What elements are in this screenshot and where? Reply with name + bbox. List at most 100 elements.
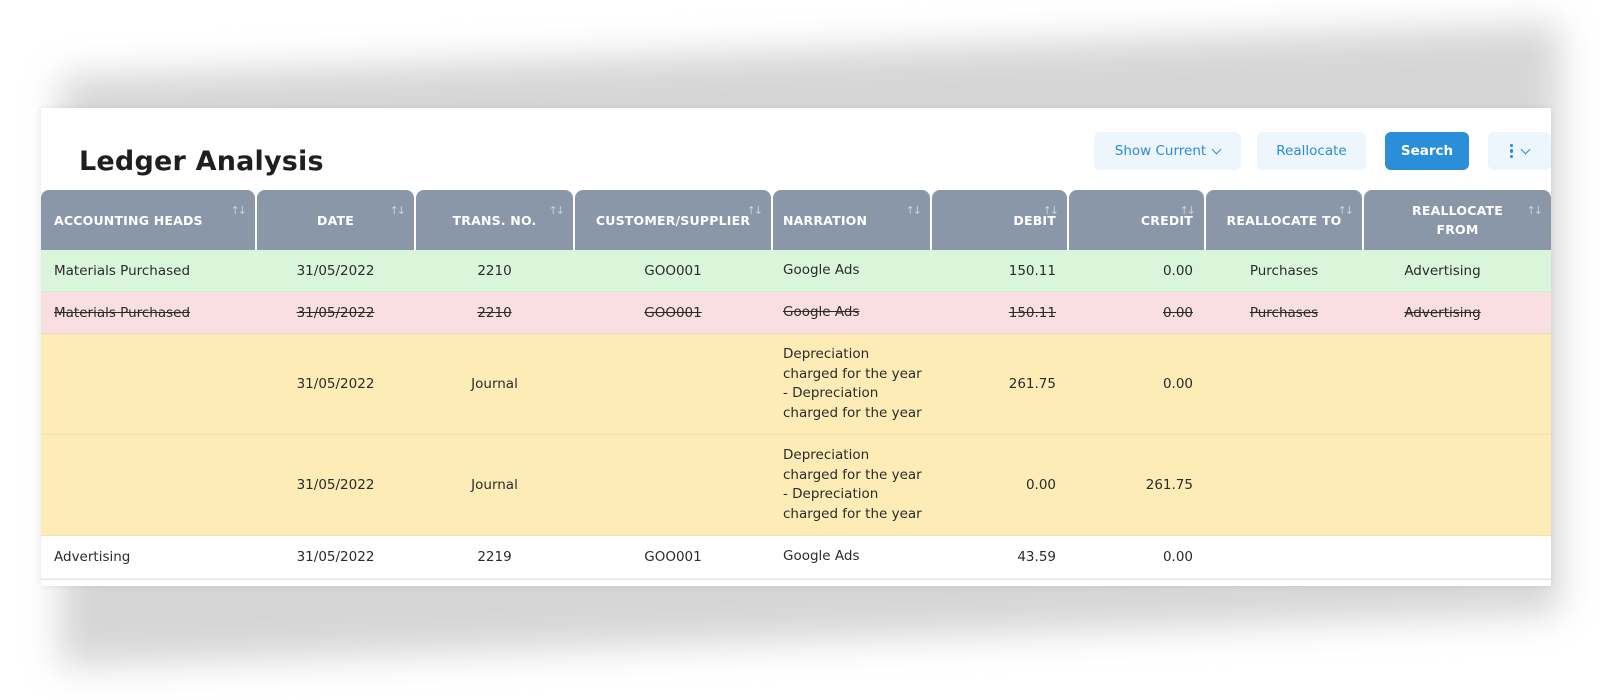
cell-accounting-head: Materials Purchased [41, 292, 255, 333]
column-header-debit[interactable]: DEBIT ↑↓ [932, 190, 1067, 250]
cell-text: 2219 [477, 549, 512, 565]
cell-customer-supplier: GOO001 [575, 292, 771, 333]
cell-text: Google Ads [783, 303, 860, 320]
cell-accounting-head [41, 435, 255, 535]
cell-text: 31/05/2022 [296, 304, 375, 321]
cell-debit: 150.11 [932, 292, 1067, 333]
column-header-accounting-head[interactable]: ACCOUNTING HEADS ↑↓ [41, 190, 255, 250]
cell-date: 31/05/2022 [257, 536, 414, 578]
sort-icon[interactable]: ↑↓ [1042, 204, 1060, 217]
table-header: ACCOUNTING HEADS ↑↓ DATE ↑↓ TRANS. NO. ↑↓ CUST… [41, 190, 1551, 250]
sort-icon[interactable]: ↑↓ [1179, 204, 1197, 217]
reallocate-button[interactable]: Reallocate [1257, 132, 1366, 170]
column-header-label: DATE [317, 212, 354, 228]
sort-icon[interactable]: ↑↓ [1337, 204, 1355, 217]
table-body: Materials Purchased 31/05/2022 2210 GOO001 G… [41, 250, 1551, 579]
cell-accounting-head: Advertising [41, 536, 255, 578]
show-current-label: Show Current [1114, 143, 1207, 159]
cell-text: 31/05/2022 [296, 376, 375, 392]
table-row[interactable]: 31/05/2022 Journal Depreciation charged fo… [41, 435, 1551, 536]
cell-narration: Depreciation charged for the year - Depr… [773, 435, 930, 535]
cell-text: Google Ads [783, 261, 860, 278]
cell-narration: Google Ads [773, 250, 930, 291]
search-label: Search [1400, 143, 1454, 159]
cell-debit: 150.11 [932, 250, 1067, 291]
cell-narration: Google Ads [773, 536, 930, 578]
sort-icon[interactable]: ↑↓ [746, 204, 764, 217]
cell-text: Journal [471, 376, 518, 392]
cell-reallocate-from [1364, 536, 1521, 578]
table-row[interactable]: Materials Purchased 31/05/2022 2210 GOO001 G… [41, 250, 1551, 292]
cell-credit: 0.00 [1069, 334, 1204, 434]
cell-trans-no: 2219 [416, 536, 573, 578]
cell-text: Materials Purchased [54, 304, 191, 321]
cell-text: Advertising [1404, 304, 1481, 321]
cell-date: 31/05/2022 [257, 334, 414, 434]
cell-text: 0.00 [1162, 376, 1193, 392]
cell-reallocate-from [1364, 334, 1521, 434]
cell-trans-no: Journal [416, 334, 573, 434]
cell-reallocate-from [1364, 435, 1521, 535]
sort-icon[interactable]: ↑↓ [1526, 204, 1544, 217]
column-header-label: CUSTOMER/SUPPLIER [595, 212, 751, 228]
column-header-label: TRANS. NO. [452, 212, 537, 228]
cell-reallocate-to [1206, 334, 1362, 434]
chevron-down-icon [1211, 144, 1222, 154]
cell-text: 31/05/2022 [296, 549, 375, 565]
cell-customer-supplier [575, 435, 771, 535]
cell-reallocate-from: Advertising [1364, 250, 1521, 291]
table-row[interactable]: Advertising 31/05/2022 2219 GOO001 Google Ad… [41, 536, 1551, 579]
table-row[interactable]: Materials Purchased 31/05/2022 2210 GOO001 G… [41, 292, 1551, 334]
column-header-customer-supplier[interactable]: CUSTOMER/SUPPLIER ↑↓ [575, 190, 771, 250]
column-header-reallocate-to[interactable]: REALLOCATE TO ↑↓ [1206, 190, 1362, 250]
cell-text: 0.00 [1162, 304, 1193, 321]
cell-debit: 43.59 [932, 536, 1067, 578]
sort-icon[interactable]: ↑↓ [389, 204, 407, 217]
cell-reallocate-to [1206, 435, 1362, 535]
ledger-table: ACCOUNTING HEADS ↑↓ DATE ↑↓ TRANS. NO. ↑↓ CUST… [41, 190, 1551, 580]
column-header-label: REALLOCATE FROM [1412, 203, 1503, 237]
column-header-label: CREDIT [1140, 212, 1193, 228]
cell-accounting-head [41, 334, 255, 434]
cell-text: GOO001 [644, 549, 702, 565]
sort-icon[interactable]: ↑↓ [905, 204, 923, 217]
column-header-credit[interactable]: CREDIT ↑↓ [1069, 190, 1204, 250]
more-options-button[interactable] [1488, 132, 1551, 170]
cell-credit: 261.75 [1069, 435, 1204, 535]
cell-text: 150.11 [1008, 262, 1056, 279]
cell-customer-supplier: GOO001 [575, 250, 771, 291]
cell-date: 31/05/2022 [257, 250, 414, 291]
cell-narration: Depreciation charged for the year - Depr… [773, 334, 930, 434]
table-row[interactable]: 31/05/2022 Journal Depreciation charged fo… [41, 334, 1551, 435]
cell-reallocate-to: Purchases [1206, 250, 1362, 291]
column-header-narration[interactable]: NARRATION ↑↓ [773, 190, 930, 250]
cell-customer-supplier [575, 334, 771, 434]
cell-text: 150.11 [1008, 304, 1056, 321]
column-header-date[interactable]: DATE ↑↓ [257, 190, 414, 250]
show-current-dropdown[interactable]: Show Current [1094, 132, 1241, 170]
cell-reallocate-to: Purchases [1206, 292, 1362, 333]
cell-text: Purchases [1249, 262, 1319, 279]
chevron-down-icon [1520, 144, 1531, 154]
column-header-label: DEBIT [1013, 212, 1056, 228]
cell-text: Depreciation charged for the year - Depr… [783, 447, 922, 522]
cell-customer-supplier: GOO001 [575, 536, 771, 578]
cell-credit: 0.00 [1069, 292, 1204, 333]
column-header-trans-no[interactable]: TRANS. NO. ↑↓ [416, 190, 573, 250]
cell-text: 0.00 [1162, 262, 1193, 279]
cell-text: 31/05/2022 [296, 262, 375, 279]
cell-trans-no: Journal [416, 435, 573, 535]
cell-debit: 261.75 [932, 334, 1067, 434]
cell-text: 0.00 [1025, 477, 1056, 493]
cell-text: Purchases [1249, 304, 1319, 321]
column-header-reallocate-from[interactable]: REALLOCATE FROM ↑↓ [1364, 190, 1551, 250]
ledger-analysis-panel: Ledger Analysis Show Current Reallocate … [41, 108, 1551, 586]
sort-icon[interactable]: ↑↓ [548, 204, 566, 217]
cell-accounting-head: Materials Purchased [41, 250, 255, 291]
cell-text: Journal [471, 477, 518, 493]
cell-text: Materials Purchased [54, 262, 191, 279]
search-button[interactable]: Search [1385, 132, 1469, 170]
sort-icon[interactable]: ↑↓ [230, 204, 248, 217]
cell-text: Advertising [54, 549, 131, 565]
cell-date: 31/05/2022 [257, 292, 414, 333]
